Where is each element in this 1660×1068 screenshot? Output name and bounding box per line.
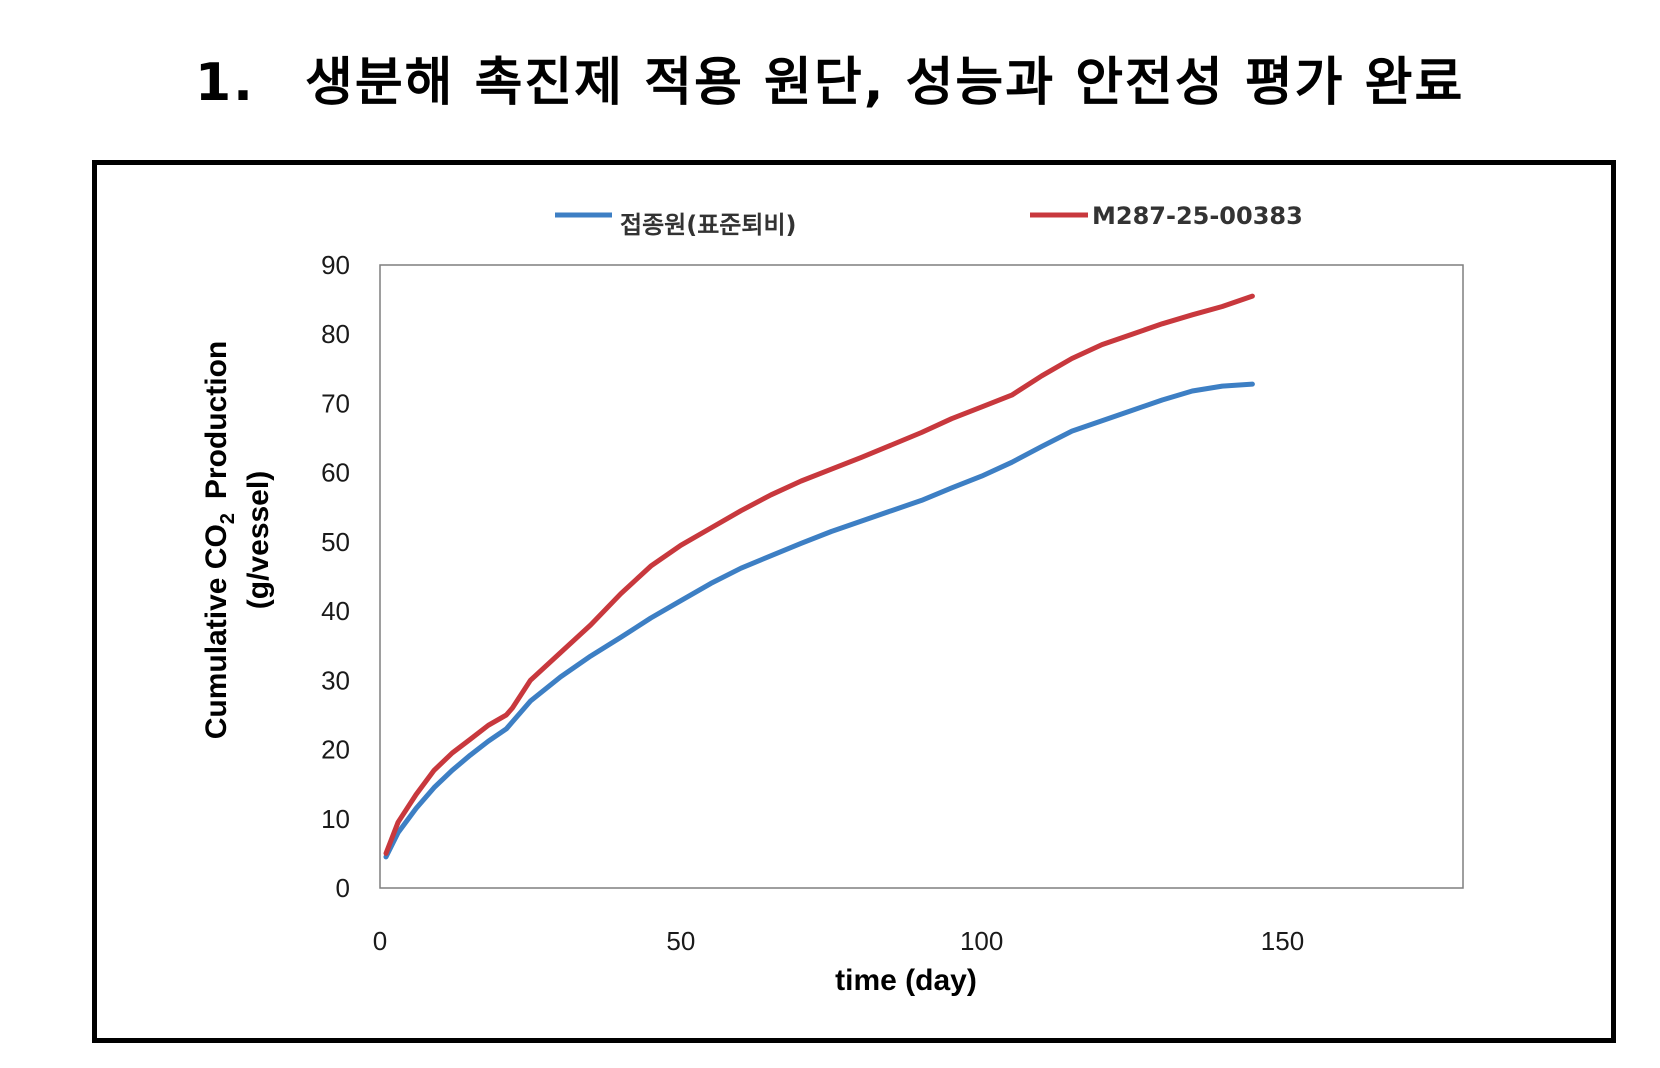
- series-lines: [383, 293, 1255, 860]
- series-line-inoculum: [383, 381, 1255, 860]
- legend-label-sample: M287-25-00383: [1092, 202, 1303, 230]
- y-axis-label: Cumulative CO2 Production (g/vessel): [200, 341, 275, 740]
- y-axis-label-unit: (g/vessel): [242, 471, 275, 609]
- y-tick-label: 90: [321, 250, 350, 280]
- y-axis-ticks: 0 10 20 30 40 50 60 70 80 90: [321, 250, 350, 903]
- y-tick-label: 40: [321, 596, 350, 626]
- heading-number: 1.: [195, 53, 255, 113]
- y-axis-label-suffix: Production: [200, 341, 233, 499]
- legend: 접종원(표준퇴비) M287-25-00383: [555, 202, 1303, 239]
- x-tick-label: 150: [1261, 926, 1304, 956]
- y-tick-label: 0: [336, 873, 350, 903]
- y-tick-label: 50: [321, 527, 350, 557]
- y-axis-label-prefix: Cumulative CO: [200, 524, 233, 739]
- chart-frame: [92, 160, 1616, 1043]
- y-tick-label: 60: [321, 458, 350, 488]
- y-axis-label-subscript: 2: [217, 513, 239, 524]
- svg-text:Cumulative CO2Production: Cumulative CO2 Production: [200, 341, 239, 740]
- y-tick-label: 30: [321, 665, 350, 695]
- x-tick-label: 0: [373, 926, 387, 956]
- x-tick-label: 50: [666, 926, 695, 956]
- x-axis-label: time (day): [835, 964, 977, 997]
- series-line-sample: [383, 293, 1255, 856]
- y-tick-label: 80: [321, 319, 350, 349]
- y-tick-label: 20: [321, 735, 350, 765]
- heading-text: 생분해 촉진제 적용 원단, 성능과 안전성 평가 완료: [305, 53, 1465, 113]
- x-tick-label: 100: [960, 926, 1003, 956]
- y-tick-label: 70: [321, 388, 350, 418]
- legend-label-inoculum: 접종원(표준퇴비): [620, 211, 797, 239]
- y-tick-label: 10: [321, 804, 350, 834]
- plot-area: [379, 264, 1464, 889]
- page-heading: 1. 생분해 촉진제 적용 원단, 성능과 안전성 평가 완료: [195, 40, 1464, 115]
- x-axis-ticks: 0 50 100 150: [373, 926, 1304, 956]
